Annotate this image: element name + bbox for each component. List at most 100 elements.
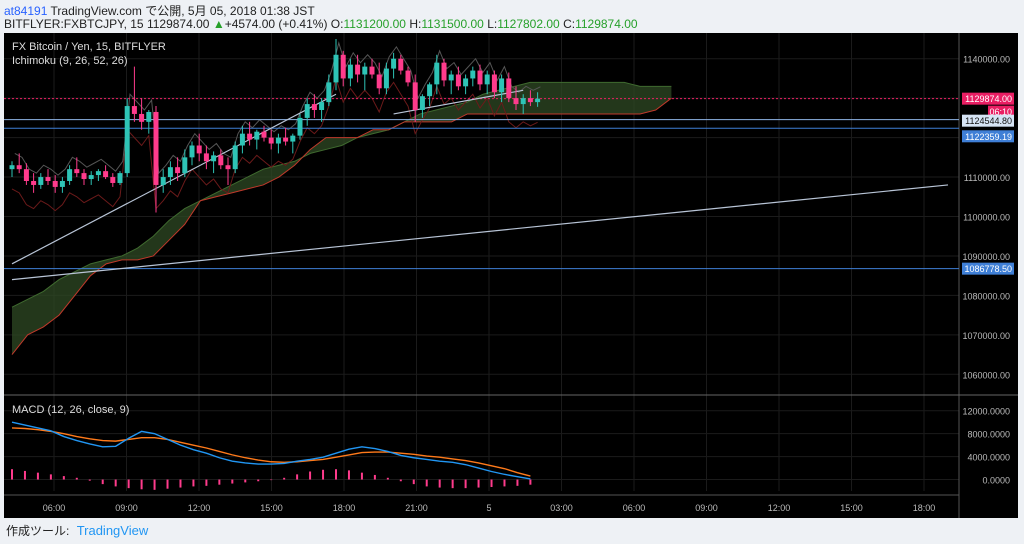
candle-body	[124, 106, 130, 174]
candle-body	[333, 54, 339, 83]
footer: 作成ツール: TradingView	[6, 522, 148, 539]
candle-body	[74, 169, 80, 174]
candle-body	[95, 171, 101, 176]
price-badge	[988, 105, 1014, 118]
candle-body	[52, 181, 58, 187]
price-tick-label: 1070000.00	[962, 331, 1010, 341]
macd-tick-label: 8000.0000	[967, 430, 1010, 440]
time-tick-label: 18:00	[913, 503, 936, 513]
change-value: +4574.00 (+0.41%)	[224, 17, 328, 31]
price-tick-label: 1080000.00	[962, 291, 1010, 301]
trend-line	[11, 184, 949, 281]
candle-body	[499, 78, 505, 93]
candle-body	[470, 70, 476, 79]
candle-body	[441, 62, 447, 81]
candle-body	[340, 54, 346, 79]
macd-tick-label: 4000.0000	[967, 453, 1010, 463]
candle-body	[319, 102, 325, 110]
symbol-label: BITFLYER:FXBTCJPY, 15	[4, 17, 144, 31]
candle-body	[247, 133, 253, 140]
candles	[9, 39, 541, 213]
price-badge	[962, 262, 1014, 275]
macd-legend: MACD (12, 26, close, 9)	[12, 404, 129, 416]
time-tick-label: 21:00	[405, 503, 428, 513]
chart-title: FX Bitcoin / Yen, 15, BITFLYER	[12, 41, 166, 53]
candle-body	[218, 155, 224, 166]
candle-body	[347, 64, 353, 79]
candle-body	[448, 74, 454, 81]
high-value: 1131500.00	[421, 17, 484, 31]
time-tick-label: 12:00	[188, 503, 211, 513]
chart-canvas[interactable]: 1060000.00 1070000.00 1080000.00 1090000.00…	[4, 33, 1018, 518]
price-badge-label: 1122359.19	[965, 132, 1012, 142]
time-tick-label: 15:00	[840, 503, 863, 513]
candle-body	[117, 173, 123, 183]
high-label: H:	[409, 17, 422, 31]
time-tick-label: 18:00	[333, 503, 356, 513]
candle-body	[383, 68, 389, 89]
trend-line	[11, 93, 337, 265]
open-value: 1131200.00	[343, 17, 406, 31]
candle-body	[376, 74, 382, 89]
candle-body	[16, 165, 22, 170]
candle-body	[225, 165, 231, 170]
candle-body	[81, 173, 87, 180]
candle-body	[38, 177, 44, 185]
candle-body	[304, 104, 310, 118]
candle-body	[196, 145, 202, 154]
price-tick-label: 1090000.00	[962, 252, 1010, 262]
tradingview-brand[interactable]: TradingView	[76, 523, 149, 538]
candle-body	[211, 155, 217, 162]
candle-body	[427, 84, 433, 97]
candle-body	[506, 78, 512, 99]
candle-body	[362, 66, 368, 75]
candle-body	[146, 111, 152, 122]
candle-body	[203, 153, 209, 162]
time-tick-label: 06:00	[623, 503, 646, 513]
candle-body	[391, 58, 397, 69]
low-label: L:	[487, 17, 498, 31]
candle-body	[110, 177, 116, 183]
candle-body	[131, 106, 137, 114]
price-tick-label: 1060000.00	[962, 370, 1010, 380]
candle-body	[527, 98, 533, 103]
candle-body	[477, 70, 483, 85]
candle-body	[535, 98, 541, 103]
macd-tick-label: 12000.0000	[962, 407, 1010, 417]
ichimoku-cloud	[12, 82, 672, 355]
candle-body	[326, 82, 332, 103]
candle-body	[160, 177, 166, 185]
candle-body	[412, 82, 418, 110]
candle-body	[463, 78, 469, 87]
open-label: O:	[330, 17, 344, 31]
candle-body	[182, 157, 188, 174]
chart-frame[interactable]: 1060000.00 1070000.00 1080000.00 1090000.00…	[4, 33, 1018, 518]
time-tick-label: 12:00	[768, 503, 791, 513]
candle-body	[275, 137, 281, 144]
candle-body	[67, 169, 73, 181]
price-badge-label: 1129874.00	[965, 94, 1012, 104]
low-value: 1127802.00	[497, 17, 560, 31]
time-tick-label: 15:00	[260, 503, 283, 513]
price-badge	[962, 130, 1014, 143]
price-tick-label: 1110000.00	[964, 173, 1010, 183]
time-tick-label: 09:00	[115, 503, 138, 513]
price-badge	[962, 92, 1014, 105]
candle-body	[139, 113, 145, 122]
candle-body	[419, 96, 425, 110]
time-tick-label: 03:00	[550, 503, 573, 513]
change-arrow-icon: ▲	[212, 17, 225, 31]
candle-body	[369, 66, 375, 75]
macd-line	[11, 421, 531, 480]
macd-histogram	[11, 469, 532, 490]
author-link[interactable]: at84191	[4, 4, 48, 18]
candle-body	[398, 58, 404, 71]
indicator-legend: Ichimoku (9, 26, 52, 26)	[12, 55, 128, 67]
candle-body	[239, 133, 245, 146]
candle-body	[290, 135, 296, 142]
candle-body	[88, 175, 94, 180]
candle-body	[513, 98, 519, 105]
price-badge	[962, 114, 1014, 127]
footer-label: 作成ツール:	[6, 524, 70, 538]
macd-signal-line	[11, 427, 531, 477]
